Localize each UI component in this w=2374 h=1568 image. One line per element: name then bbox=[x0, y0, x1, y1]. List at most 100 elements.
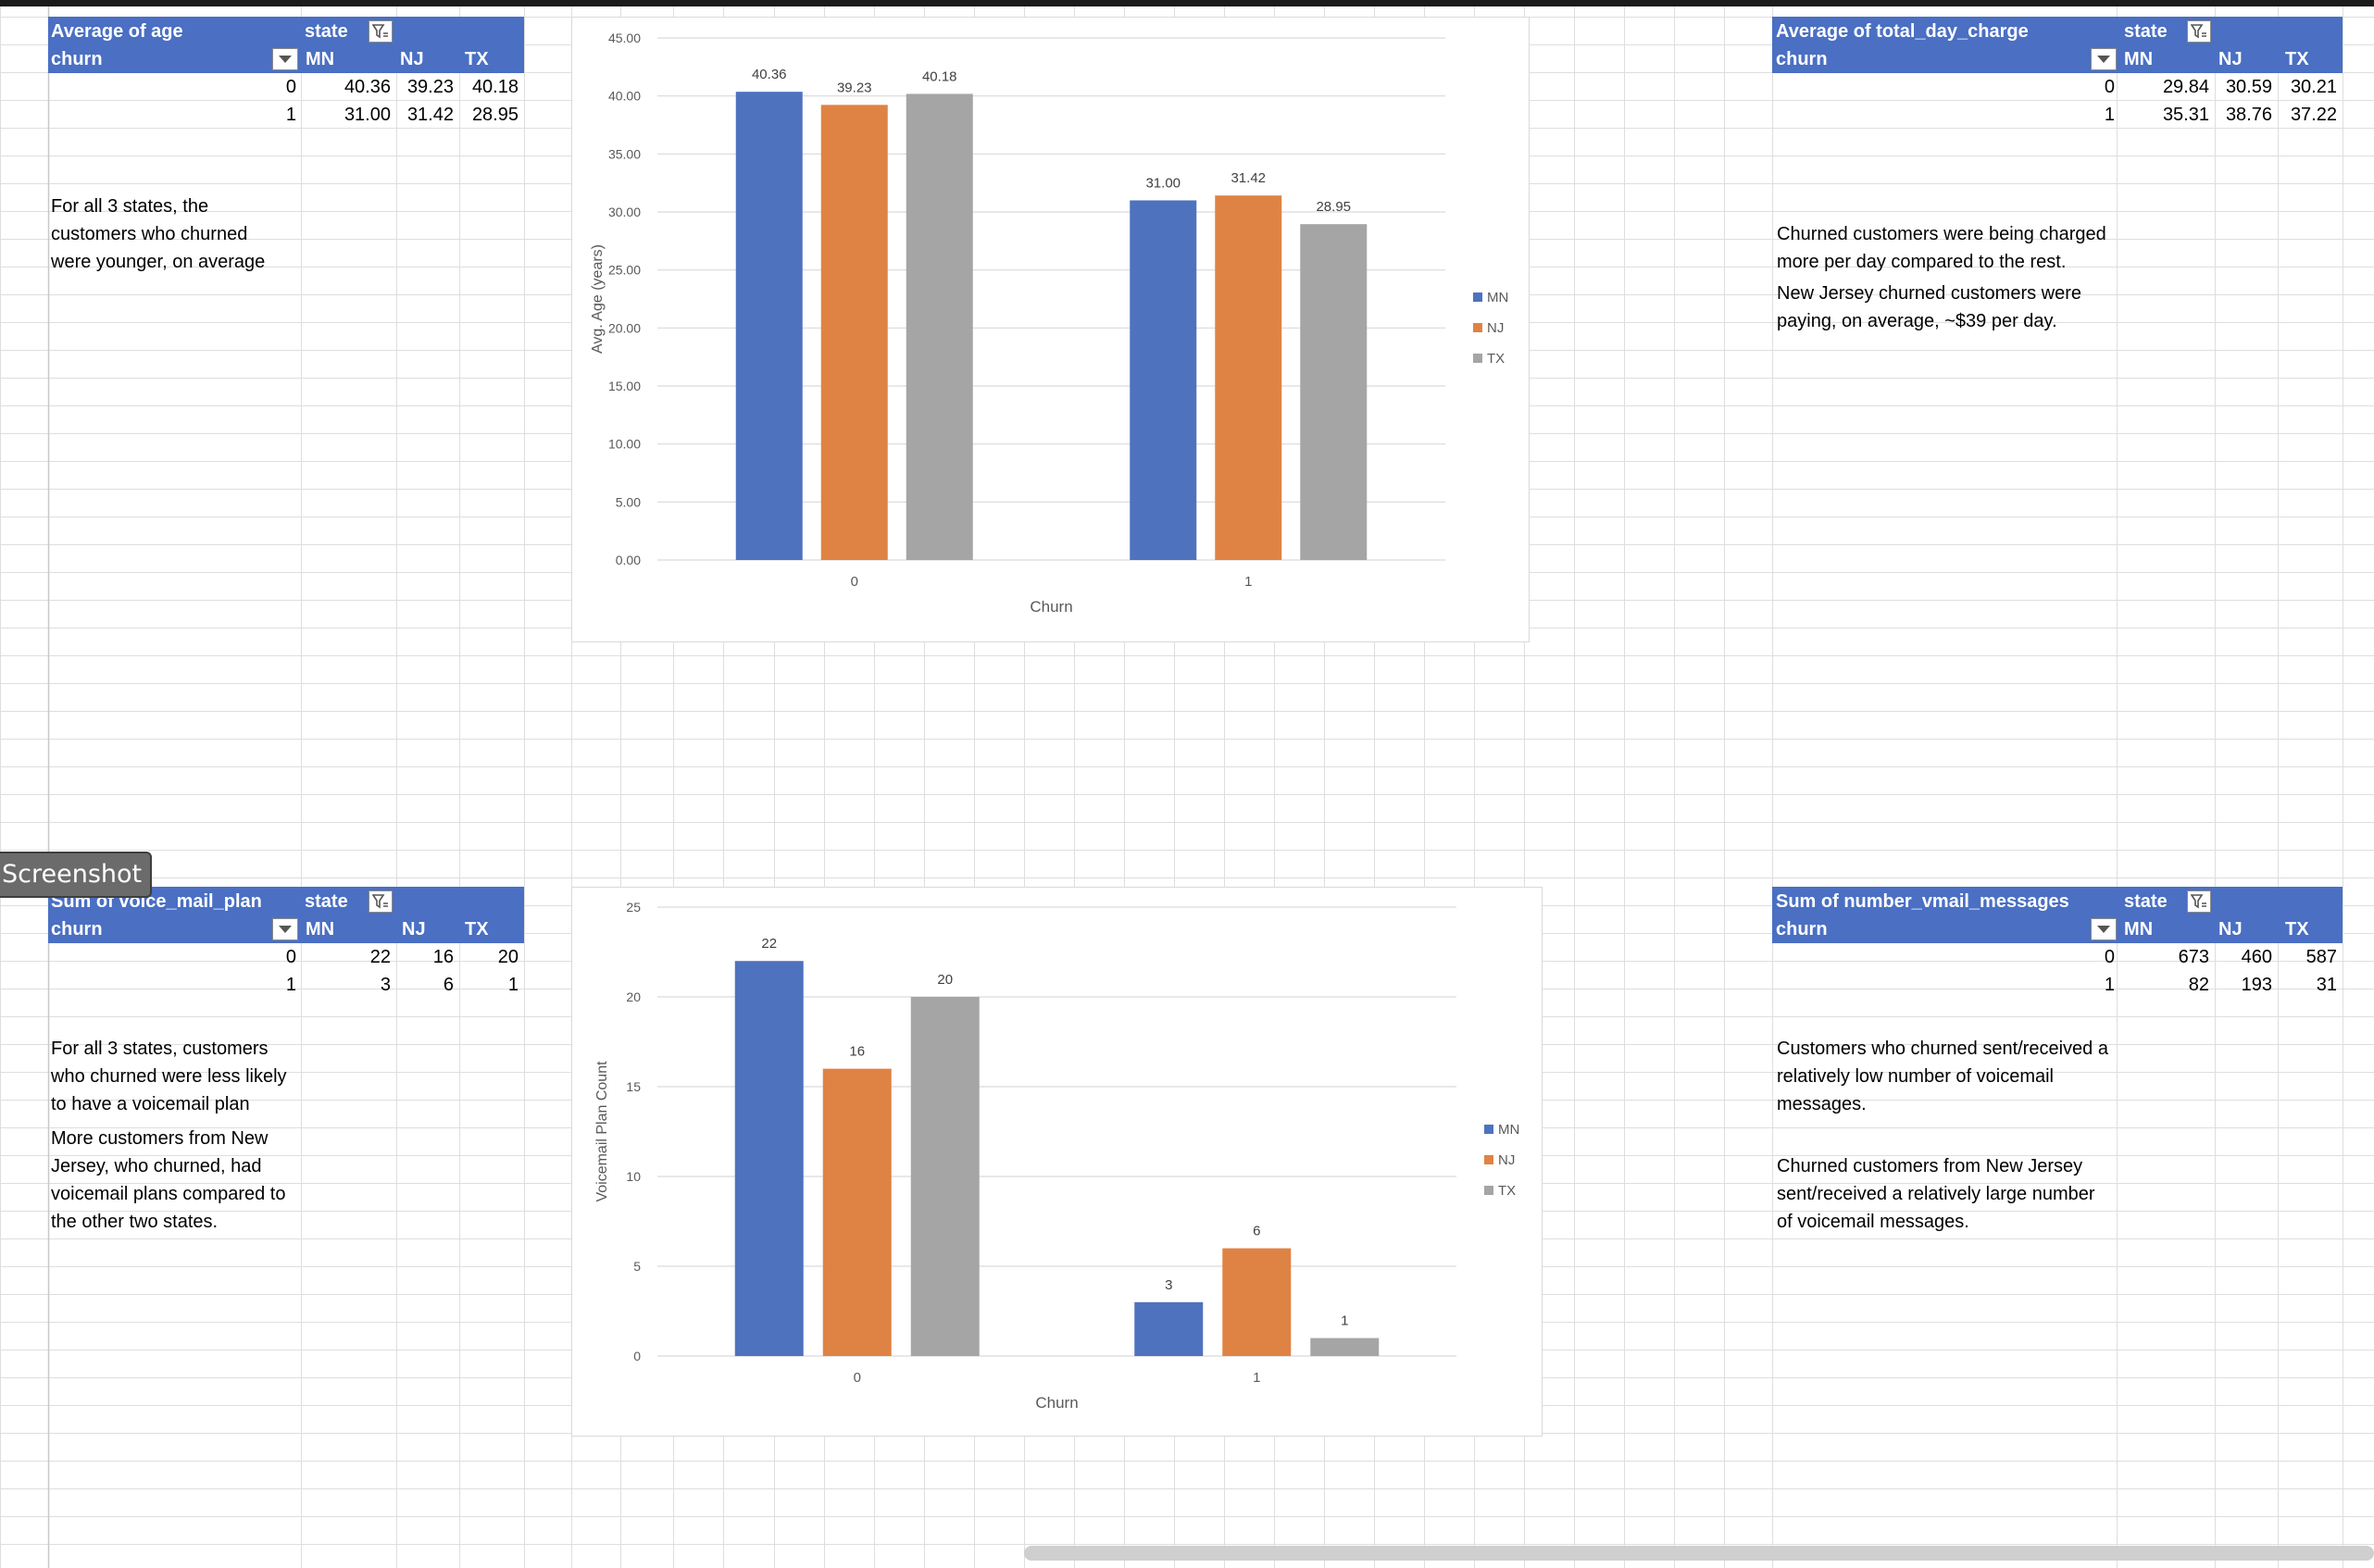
row-dropdown-button[interactable] bbox=[2091, 918, 2117, 940]
row-dropdown-button[interactable] bbox=[272, 918, 298, 940]
legend-label: NJ bbox=[1498, 1152, 1515, 1168]
pivot-col-field: state bbox=[305, 891, 348, 912]
column-filter-button[interactable] bbox=[369, 20, 393, 43]
y-tick-label: 5 bbox=[633, 1259, 641, 1274]
note-line: the other two states. bbox=[51, 1212, 219, 1232]
row-key[interactable]: 1 bbox=[285, 975, 296, 995]
pivot-header bbox=[1772, 887, 2343, 943]
row-dropdown-button[interactable] bbox=[272, 48, 298, 70]
data-label: 39.23 bbox=[837, 80, 872, 95]
row-key[interactable]: 0 bbox=[2104, 947, 2115, 967]
data-label: 40.18 bbox=[922, 68, 957, 84]
legend-swatch bbox=[1473, 323, 1482, 332]
column-filter-button[interactable] bbox=[2187, 20, 2211, 43]
filter-icon bbox=[2191, 894, 2206, 909]
row-key[interactable]: 1 bbox=[2104, 105, 2115, 125]
horizontal-scrollbar[interactable] bbox=[1024, 1546, 2374, 1561]
pivot-col-tx: TX bbox=[2285, 919, 2309, 940]
y-tick-label: 25.00 bbox=[608, 263, 641, 278]
legend-label: MN bbox=[1487, 290, 1508, 305]
data-label: 3 bbox=[1165, 1277, 1172, 1293]
y-tick-label: 40.00 bbox=[608, 89, 641, 104]
row-key[interactable]: 1 bbox=[2104, 975, 2115, 995]
cell-value[interactable]: 31.00 bbox=[344, 105, 391, 125]
pivot-col-tx: TX bbox=[465, 49, 489, 69]
pivot-title: Sum of number_vmail_messages bbox=[1776, 891, 2069, 912]
row-key[interactable]: 0 bbox=[2104, 77, 2115, 97]
cell-value[interactable]: 587 bbox=[2305, 947, 2337, 967]
bar-nj bbox=[820, 105, 888, 561]
cell-value[interactable]: 37.22 bbox=[2290, 105, 2337, 125]
voicemail-bar-chart[interactable]: 0 5 10 15 20 25 22 16 20 0 3 6 1 1 Churn Voicemail Plan… bbox=[571, 887, 1543, 1437]
note-line: For all 3 states, the bbox=[51, 196, 209, 217]
cell-value[interactable]: 193 bbox=[2241, 975, 2272, 995]
y-tick-label: 15 bbox=[626, 1079, 641, 1094]
filter-icon bbox=[372, 894, 388, 909]
y-tick-label: 15.00 bbox=[608, 379, 641, 393]
x-axis-title: Churn bbox=[1035, 1394, 1078, 1412]
cell-value[interactable]: 1 bbox=[507, 975, 519, 995]
pivot-row-field: churn bbox=[1776, 919, 1828, 940]
legend-swatch bbox=[1484, 1186, 1493, 1195]
cell-value[interactable]: 460 bbox=[2241, 947, 2272, 967]
cell-value[interactable]: 22 bbox=[369, 947, 391, 967]
pivot-col-nj: NJ bbox=[402, 919, 426, 940]
column-filter-button[interactable] bbox=[369, 890, 393, 913]
y-tick-label: 10.00 bbox=[608, 437, 641, 452]
filter-icon bbox=[372, 24, 388, 39]
note-line: voicemail plans compared to bbox=[51, 1184, 286, 1204]
y-axis-title: Avg. Age (years) bbox=[590, 244, 606, 354]
note-line: were younger, on average bbox=[51, 252, 266, 272]
pivot-title: Average of age bbox=[51, 21, 183, 42]
voicemail-chart-svg: 0 5 10 15 20 25 22 16 20 0 3 6 1 1 Churn Voicemail Plan… bbox=[594, 900, 1519, 1412]
pivot-col-nj: NJ bbox=[2218, 919, 2243, 940]
cell-value[interactable]: 30.21 bbox=[2290, 77, 2337, 97]
data-label: 22 bbox=[761, 936, 777, 952]
bar-tx bbox=[1310, 1338, 1380, 1356]
note-line: For all 3 states, customers bbox=[51, 1039, 269, 1059]
cell-value[interactable]: 31.42 bbox=[406, 105, 454, 125]
cell-value[interactable]: 30.59 bbox=[2225, 77, 2272, 97]
cell-value[interactable]: 82 bbox=[2188, 975, 2209, 995]
cell-value[interactable]: 673 bbox=[2178, 947, 2209, 967]
pivot-col-tx: TX bbox=[465, 919, 489, 940]
y-tick-label: 30.00 bbox=[608, 205, 641, 219]
cell-value[interactable]: 31 bbox=[2316, 975, 2337, 995]
data-label: 20 bbox=[937, 972, 953, 988]
cell-value[interactable]: 29.84 bbox=[2162, 77, 2209, 97]
cell-value[interactable]: 40.18 bbox=[471, 77, 519, 97]
row-dropdown-button[interactable] bbox=[2091, 48, 2117, 70]
pivot-col-tx: TX bbox=[2285, 49, 2309, 69]
cell-value[interactable]: 20 bbox=[497, 947, 519, 967]
row-key[interactable]: 0 bbox=[285, 947, 296, 967]
screenshot-tooltip: Screenshot bbox=[0, 852, 152, 898]
cell-value[interactable]: 16 bbox=[432, 947, 454, 967]
row-key[interactable]: 1 bbox=[285, 105, 296, 125]
cell-value[interactable]: 6 bbox=[443, 975, 454, 995]
row-key[interactable]: 0 bbox=[285, 77, 296, 97]
legend-swatch bbox=[1484, 1125, 1493, 1134]
bar-mn bbox=[734, 961, 804, 1356]
cell-value[interactable]: 3 bbox=[380, 975, 391, 995]
pivot-row-field: churn bbox=[51, 919, 103, 940]
cell-value[interactable]: 40.36 bbox=[344, 77, 391, 97]
filter-icon bbox=[2191, 24, 2206, 39]
pivot-header bbox=[1772, 17, 2343, 73]
cell-value[interactable]: 38.76 bbox=[2225, 105, 2272, 125]
bar-tx bbox=[910, 997, 980, 1356]
data-label: 31.00 bbox=[1145, 175, 1181, 191]
cell-value[interactable]: 28.95 bbox=[471, 105, 519, 125]
note-line: Churned customers were being charged bbox=[1777, 224, 2106, 244]
y-tick-label: 5.00 bbox=[616, 494, 641, 509]
window-top-bar bbox=[0, 0, 2374, 6]
pivot-col-nj: NJ bbox=[400, 49, 424, 69]
cell-value[interactable]: 35.31 bbox=[2162, 105, 2209, 125]
column-filter-button[interactable] bbox=[2187, 890, 2211, 913]
data-label: 6 bbox=[1253, 1224, 1260, 1239]
note-line: messages. bbox=[1777, 1094, 1867, 1114]
y-axis-title: Voicemail Plan Count bbox=[594, 1061, 610, 1202]
x-tick-label: 1 bbox=[1244, 574, 1252, 590]
cell-value[interactable]: 39.23 bbox=[406, 77, 454, 97]
note-line: Churned customers from New Jersey bbox=[1777, 1156, 2083, 1176]
age-bar-chart[interactable]: 0.00 5.00 10.00 15.00 20.00 25.00 30.00 35.00 40… bbox=[571, 17, 1530, 642]
